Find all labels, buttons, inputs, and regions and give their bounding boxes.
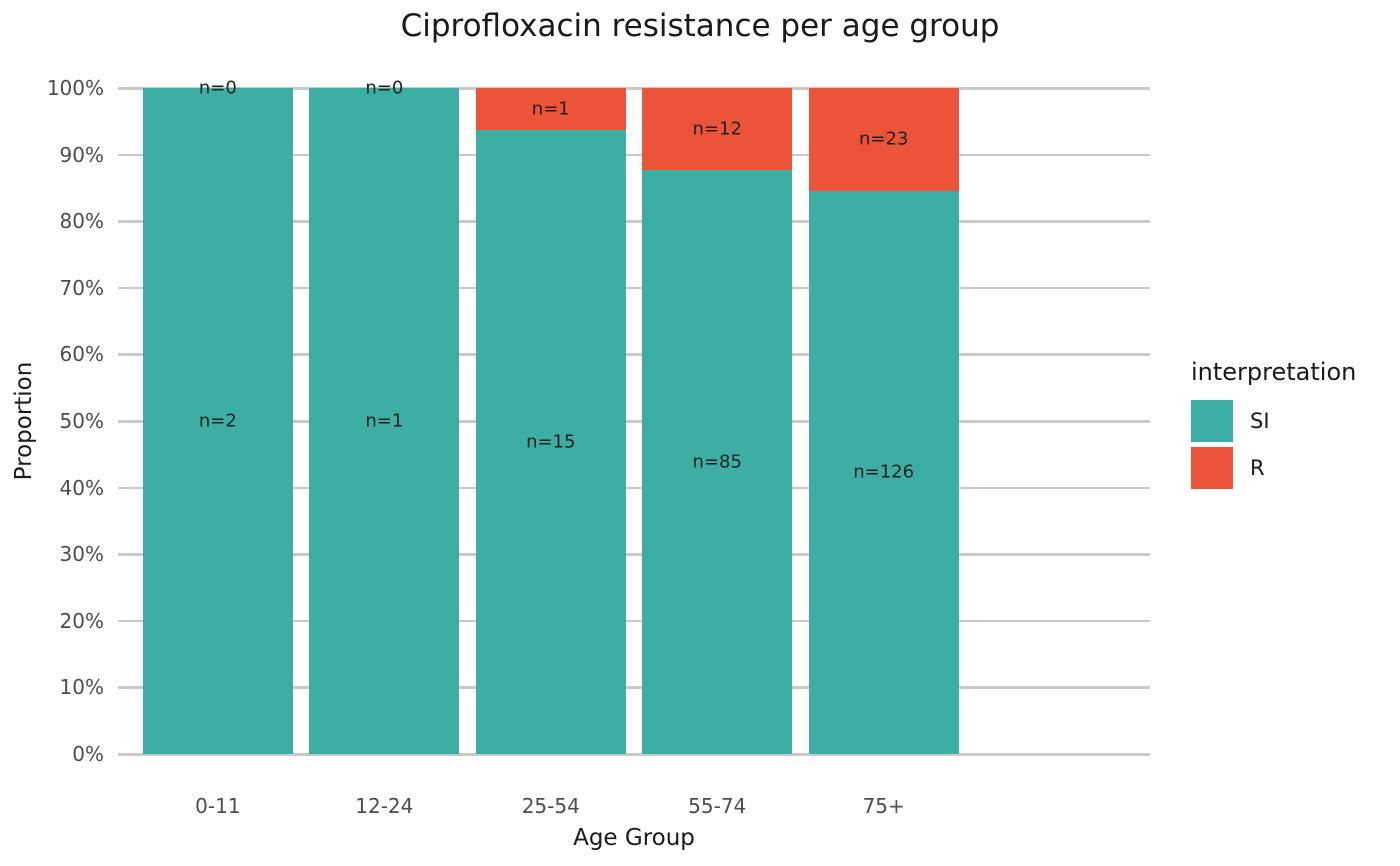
- bar-segment-si-12-24: [309, 88, 460, 754]
- count-label-si-55-74: n=85: [692, 451, 742, 473]
- count-label-r-25-54: n=1: [531, 98, 570, 120]
- x-tick-label-0-11: 0-11: [195, 794, 241, 818]
- y-axis-title: Proportion: [11, 361, 37, 481]
- count-label-si-75+: n=126: [853, 461, 915, 483]
- legend-label: R: [1250, 456, 1265, 480]
- gridline-50%: [118, 420, 1150, 423]
- bar-12-24: [309, 88, 460, 754]
- plot-area: n=0 n=2 n=0 n=1 n=1 n=15 n=12 n=85 n=23 n=126: [118, 78, 1150, 756]
- x-axis-title: Age Group: [573, 825, 695, 851]
- legend-swatch-SI: [1191, 400, 1233, 442]
- gridline-40%: [118, 486, 1150, 490]
- y-tick-label: 40%: [59, 475, 104, 500]
- x-tick-label-55-74: 55-74: [688, 794, 747, 818]
- gridline-70%: [118, 286, 1150, 290]
- count-label-si-12-24: n=1: [365, 410, 404, 432]
- count-label-r-75+: n=23: [858, 128, 909, 150]
- y-tick-label: 60%: [59, 342, 104, 367]
- gridline-60%: [118, 353, 1150, 356]
- bar-segment-si-25-54: [475, 129, 626, 754]
- x-tick-label-25-54: 25-54: [521, 794, 580, 818]
- y-tick-label: 20%: [59, 608, 104, 633]
- legend-entry-R: R: [1191, 447, 1356, 489]
- y-tick-label: 10%: [59, 675, 104, 700]
- y-tick-label: 0%: [72, 742, 104, 766]
- bar-segment-r-25-54: [475, 88, 626, 130]
- bar-segment-si-75+: [808, 190, 959, 754]
- count-label-r-55-74: n=12: [692, 118, 742, 140]
- gridline-30%: [118, 553, 1150, 556]
- bar-75+: [808, 88, 959, 754]
- gridline-0%: [118, 753, 1150, 756]
- count-label-r-12-24: n=0: [365, 77, 404, 99]
- gridline-20%: [118, 619, 1150, 623]
- y-tick-label: 70%: [59, 275, 104, 300]
- count-label-r-0-11: n=0: [198, 77, 237, 99]
- legend-entries: SI R: [1191, 400, 1356, 489]
- y-tick-label: 30%: [59, 542, 104, 567]
- count-label-si-25-54: n=15: [526, 431, 576, 453]
- legend-entry-SI: SI: [1191, 400, 1356, 442]
- bar-0-11: [142, 88, 293, 754]
- legend-label: SI: [1250, 409, 1270, 433]
- legend: interpretation SI R: [1191, 358, 1356, 494]
- bar-segment-r-75+: [808, 88, 959, 191]
- bar-segment-si-0-11: [142, 88, 293, 754]
- gridline-100%: [118, 87, 1150, 90]
- legend-swatch-R: [1191, 447, 1233, 489]
- y-tick-label: 50%: [59, 409, 104, 433]
- gridline-80%: [118, 220, 1150, 223]
- legend-title: interpretation: [1191, 358, 1357, 386]
- bar-55-74: [642, 88, 793, 754]
- y-tick-label: 90%: [59, 142, 104, 167]
- bar-segment-si-55-74: [642, 170, 793, 754]
- y-tick-label: 80%: [59, 209, 104, 234]
- bar-segment-r-55-74: [642, 88, 793, 171]
- count-label-si-0-11: n=2: [198, 410, 237, 432]
- bar-25-54: [475, 88, 626, 754]
- gridline-10%: [118, 686, 1150, 689]
- gridline-90%: [118, 153, 1150, 157]
- x-tick-label-75+: 75+: [862, 794, 905, 818]
- chart-title: Ciprofloxacin resistance per age group: [400, 8, 1000, 44]
- x-tick-label-12-24: 12-24: [355, 794, 414, 818]
- y-tick-label: 100%: [46, 76, 104, 100]
